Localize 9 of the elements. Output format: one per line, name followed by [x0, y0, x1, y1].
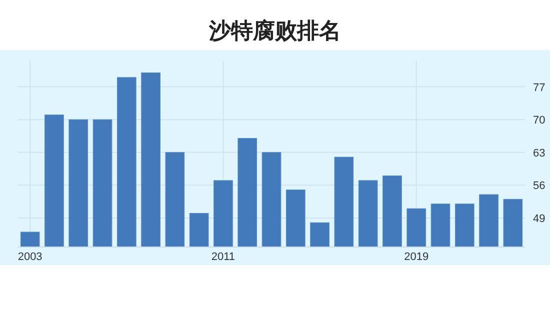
y-tick-label: 49 — [533, 212, 546, 225]
x-tick-label: 2019 — [404, 251, 429, 263]
y-tick-label: 63 — [533, 147, 546, 160]
y-tick-label: 70 — [533, 114, 546, 127]
y-tick-label: 56 — [533, 180, 546, 192]
x-tick-label: 2003 — [18, 251, 42, 263]
y-tick-label: 77 — [533, 82, 546, 94]
chart-title: 沙特腐败排名 — [208, 18, 341, 43]
x-tick-label: 2011 — [211, 251, 236, 263]
